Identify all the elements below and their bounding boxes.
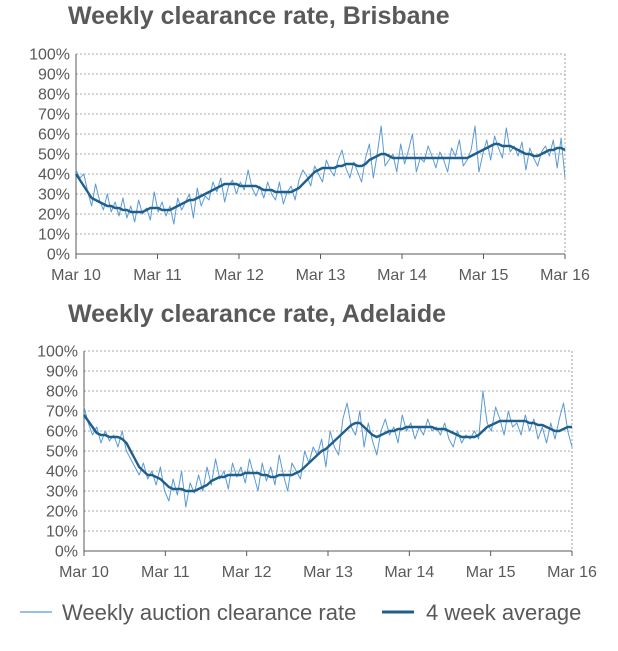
brisbane-x-tick-label: Mar 12 bbox=[214, 267, 264, 284]
adelaide-y-tick-label: 20% bbox=[46, 504, 78, 521]
brisbane-x-tick-label: Mar 15 bbox=[459, 267, 509, 284]
brisbane-chart: Weekly clearance rate, Brisbane 0% 10% 20%… bbox=[29, 2, 590, 284]
brisbane-x-tick-label: Mar 16 bbox=[540, 267, 590, 284]
brisbane-x-tick-label: Mar 14 bbox=[377, 267, 427, 284]
adelaide-y-ticks: 0% 10% 20% 30% 40% 50% 60% 70% 80% 90% 100% bbox=[37, 344, 78, 561]
adelaide-x-tick-label: Mar 15 bbox=[466, 564, 516, 581]
brisbane-y-tick-label: 20% bbox=[38, 207, 70, 224]
brisbane-series bbox=[74, 125, 566, 225]
adelaide-chart: Weekly clearance rate, Adelaide 0% 10% 20%… bbox=[37, 300, 597, 581]
brisbane-x-tick-label: Mar 11 bbox=[133, 267, 182, 284]
adelaide-x-tick-label: Mar 11 bbox=[141, 564, 190, 581]
adelaide-average-line bbox=[83, 414, 572, 493]
legend: Weekly auction clearance rate 4 week ave… bbox=[20, 600, 581, 625]
adelaide-x-tick-label: Mar 10 bbox=[59, 564, 109, 581]
adelaide-chart-title: Weekly clearance rate, Adelaide bbox=[68, 300, 446, 328]
brisbane-x-tick-label: Mar 13 bbox=[296, 267, 346, 284]
adelaide-y-tick-label: 90% bbox=[46, 364, 78, 381]
adelaide-series bbox=[83, 390, 573, 508]
legend-average-label: 4 week average bbox=[426, 600, 581, 625]
adelaide-y-tick-label: 40% bbox=[46, 464, 78, 481]
adelaide-x-tick-label: Mar 16 bbox=[547, 564, 597, 581]
brisbane-y-tick-label: 10% bbox=[38, 227, 70, 244]
brisbane-average-line bbox=[74, 142, 566, 214]
brisbane-x-ticks: Mar 10 Mar 11 Mar 12 Mar 13 Mar 14 Mar 15 Mar … bbox=[51, 254, 590, 284]
adelaide-weekly-line bbox=[83, 390, 573, 508]
brisbane-y-tick-label: 50% bbox=[38, 147, 70, 164]
adelaide-y-tick-label: 80% bbox=[46, 384, 78, 401]
brisbane-chart-title: Weekly clearance rate, Brisbane bbox=[68, 2, 450, 30]
adelaide-x-tick-label: Mar 14 bbox=[384, 564, 434, 581]
adelaide-y-tick-label: 50% bbox=[46, 444, 78, 461]
adelaide-y-tick-label: 60% bbox=[46, 424, 78, 441]
brisbane-y-tick-label: 30% bbox=[38, 187, 70, 204]
brisbane-y-tick-label: 80% bbox=[38, 87, 70, 104]
brisbane-y-tick-label: 60% bbox=[38, 127, 70, 144]
brisbane-y-tick-label: 90% bbox=[38, 67, 70, 84]
adelaide-y-tick-label: 100% bbox=[37, 344, 78, 361]
brisbane-y-ticks: 0% 10% 20% 30% 40% 50% 60% 70% 80% 90% 100% bbox=[29, 47, 70, 264]
adelaide-y-tick-label: 0% bbox=[55, 544, 78, 561]
legend-weekly-label: Weekly auction clearance rate bbox=[62, 600, 356, 625]
adelaide-x-tick-label: Mar 12 bbox=[222, 564, 272, 581]
adelaide-x-ticks: Mar 10 Mar 11 Mar 12 Mar 13 Mar 14 Mar 15 Mar … bbox=[59, 551, 597, 581]
brisbane-y-tick-label: 40% bbox=[38, 167, 70, 184]
brisbane-y-tick-label: 0% bbox=[47, 247, 70, 264]
brisbane-y-tick-label: 70% bbox=[38, 107, 70, 124]
brisbane-y-tick-label: 100% bbox=[29, 47, 70, 64]
adelaide-y-tick-label: 70% bbox=[46, 404, 78, 421]
adelaide-y-tick-label: 10% bbox=[46, 524, 78, 541]
adelaide-y-tick-label: 30% bbox=[46, 484, 78, 501]
brisbane-x-tick-label: Mar 10 bbox=[51, 267, 101, 284]
adelaide-x-tick-label: Mar 13 bbox=[303, 564, 353, 581]
